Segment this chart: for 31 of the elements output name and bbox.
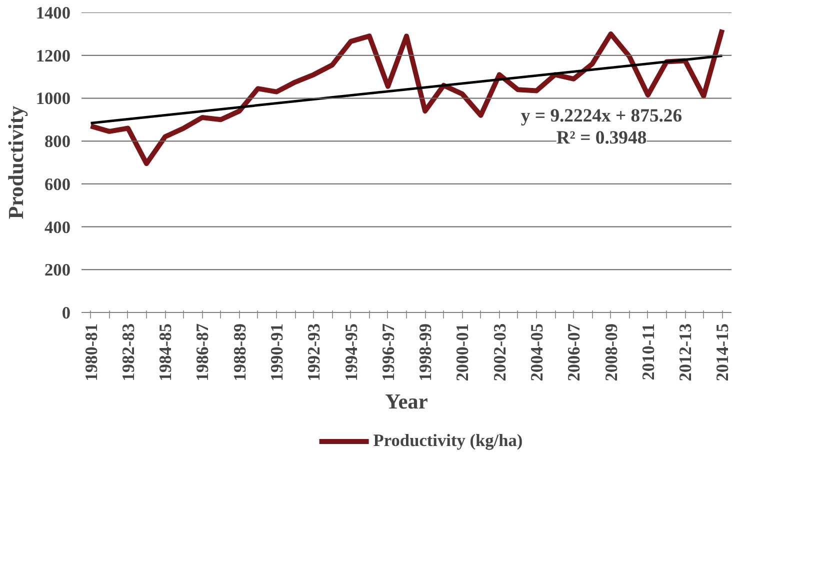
x-tick-label: 1994-95: [342, 323, 361, 382]
x-tick-label: 2006-07: [564, 323, 584, 382]
y-axis-title: Productivity: [4, 105, 28, 220]
x-tick-label: 1986-87: [193, 323, 212, 382]
y-tick-label: 1400: [36, 4, 70, 22]
x-tick-label: 2002-03: [490, 323, 510, 382]
annotation: R² = 0.3948: [556, 128, 647, 148]
x-tick-label: 2010-11: [638, 323, 658, 380]
x-tick-label: 1988-89: [230, 323, 250, 382]
y-tick-label: 1200: [36, 46, 70, 66]
y-tick-label: 800: [44, 132, 71, 152]
x-tick-label: 2014-15: [713, 323, 732, 382]
annotation: y = 9.2224x + 875.26: [520, 106, 682, 126]
y-tick-label: 600: [44, 174, 71, 194]
x-axis-title: Year: [385, 389, 428, 414]
x-tick-label: 1980-81: [82, 323, 101, 382]
x-tick-label: 1998-99: [416, 323, 436, 382]
y-tick-label: 1000: [36, 89, 70, 108]
x-tick-label: 2012-13: [676, 323, 696, 382]
x-tick-label: 1982-83: [118, 323, 138, 382]
x-tick-label: 1992-93: [304, 323, 324, 382]
x-tick-label: 1984-85: [156, 323, 176, 382]
x-tick-label: 2008-09: [602, 323, 621, 382]
y-tick-label: 0: [62, 304, 71, 322]
legend-label: Productivity (kg/ha): [373, 431, 523, 451]
x-tick-label: 2004-05: [528, 323, 546, 382]
y-tick-label: 400: [44, 218, 71, 237]
x-tick-label: 2000-01: [453, 323, 472, 382]
y-tick-label: 200: [44, 260, 71, 280]
x-tick-label: 1990-91: [268, 323, 286, 382]
x-tick-label: 1996-97: [378, 323, 398, 382]
